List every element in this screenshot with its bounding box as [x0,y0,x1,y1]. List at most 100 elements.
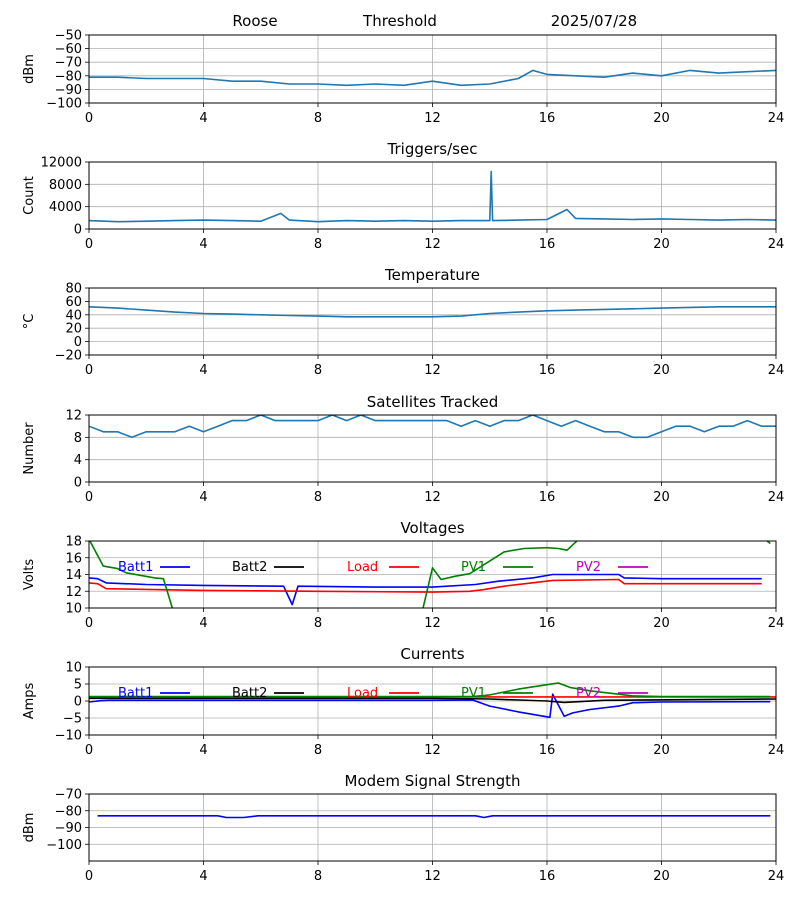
x-tick-label: 8 [314,363,322,378]
y-tick-label: 14 [65,568,82,583]
y-tick-label: 0 [74,695,82,710]
x-tick-label: 16 [539,237,556,252]
series-line-pv1 [89,541,771,608]
y-tick-label: −5 [63,712,82,727]
x-tick-label: 0 [85,111,93,126]
y-tick-label: 8000 [49,178,82,193]
x-tick-label: 4 [199,490,207,505]
y-tick-label: 16 [65,551,82,566]
y-tick-label: −70 [55,56,82,71]
legend-label-batt2: Batt2 [232,686,267,701]
legend-label-batt2: Batt2 [232,560,267,575]
x-tick-label: 12 [424,363,441,378]
series-line-modem-0 [97,814,771,819]
x-tick-label: 16 [539,111,556,126]
x-tick-label: 12 [424,111,441,126]
x-tick-label: 24 [768,363,785,378]
x-tick-label: 16 [539,363,556,378]
x-tick-label: 20 [653,363,670,378]
legend-label-pv2: PV2 [576,560,601,575]
x-tick-label: 24 [768,111,785,126]
y-tick-label: 10 [65,602,82,617]
x-tick-label: 0 [85,490,93,505]
panel-title: Triggers/sec [387,140,478,158]
panel-title: Temperature [384,266,480,284]
series-line-signal-0 [89,69,776,87]
y-tick-label: 4000 [49,200,82,215]
x-tick-label: 8 [314,616,322,631]
y-tick-label: 12 [65,409,82,424]
y-tick-label: −70 [55,788,82,803]
y-tick-label: 60 [65,295,82,310]
x-tick-label: 20 [653,616,670,631]
panel-title: Voltages [400,519,464,537]
x-tick-label: 12 [424,490,441,505]
legend-label-load: Load [347,560,378,575]
x-tick-label: 4 [199,869,207,884]
series-line-batt1 [89,573,762,606]
y-tick-label: −80 [55,804,82,819]
x-tick-label: 4 [199,237,207,252]
y-tick-label: −90 [55,83,82,98]
x-tick-label: 12 [424,869,441,884]
y-tick-label: 10 [65,661,82,676]
y-tick-label: 18 [65,535,82,550]
legend-label-pv1: PV1 [461,686,486,701]
y-axis-label: dBm [22,813,37,843]
series-line-triggers-0 [89,170,776,223]
x-tick-label: 0 [85,869,93,884]
y-tick-label: −60 [55,42,82,57]
y-tick-label: −10 [55,729,82,744]
panel-signal: 0 4 8 12 16 20 24 −50−60−70−80−90−100 dBm [22,29,784,127]
legend-label-pv2: PV2 [576,686,601,701]
y-axis-label: Amps [22,682,37,719]
y-axis-label: °C [22,314,37,330]
x-tick-label: 12 [424,237,441,252]
x-tick-label: 0 [85,363,93,378]
x-tick-label: 16 [539,743,556,758]
y-tick-label: −90 [55,821,82,836]
series-line-satellites-0 [89,415,776,439]
panel-title: Satellites Tracked [367,393,498,411]
y-tick-label: 12 [65,585,82,600]
y-tick-label: 5 [74,678,82,693]
legend-label-batt1: Batt1 [118,686,153,701]
series-line-pv1 [89,682,771,698]
panel-currents: 0 4 8 12 16 20 24 10 5 0 −5 −10 Currents Amps Batt1 Bat… [22,645,784,758]
x-tick-label: 16 [539,616,556,631]
panel-title: Modem Signal Strength [345,772,521,790]
x-tick-label: 0 [85,237,93,252]
x-tick-label: 8 [314,237,322,252]
y-tick-label: 0 [74,476,82,491]
y-tick-label: 8 [74,431,82,446]
x-tick-label: 20 [653,111,670,126]
series-line-batt2 [89,697,776,704]
series-line-batt1 [89,693,771,719]
header-date: 2025/07/28 [551,12,637,30]
y-axis-label: dBm [22,54,37,84]
panel-satellites: 0 4 8 12 16 20 24 12 8 4 0 Satellites Tracked Number [22,393,784,505]
x-tick-label: 16 [539,490,556,505]
x-tick-label: 20 [653,743,670,758]
panel-modem: 0 4 8 12 16 20 24 −70−80 −90 −100 Modem Signal Str… [22,772,784,884]
x-tick-label: 24 [768,490,785,505]
x-tick-label: 16 [539,869,556,884]
panel-title: Currents [400,645,464,663]
series-line-temperature-0 [89,305,776,318]
legend-label-load: Load [347,686,378,701]
x-tick-label: 20 [653,869,670,884]
x-tick-label: 8 [314,743,322,758]
y-tick-label: −50 [55,29,82,44]
x-tick-label: 4 [199,363,207,378]
series-line-load [89,578,762,593]
y-tick-label: −80 [55,69,82,84]
legend-label-pv1: PV1 [461,560,486,575]
y-axis-label: Number [22,422,37,475]
y-tick-label: −20 [55,349,82,364]
x-tick-label: 0 [85,616,93,631]
x-tick-label: 8 [314,490,322,505]
y-tick-label: 20 [65,322,82,337]
y-tick-label: 12000 [41,156,82,171]
